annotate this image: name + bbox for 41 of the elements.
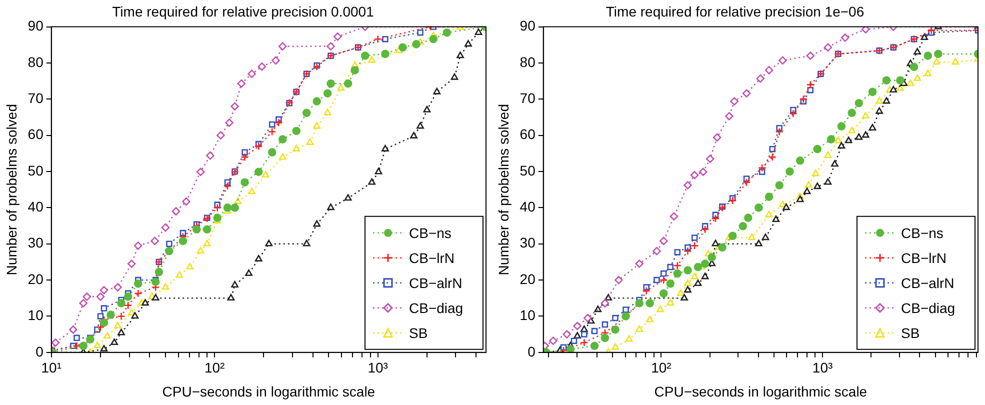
legend-label: CB−ns [409,224,452,241]
x-tick-label: 10³ [368,360,388,376]
legend-label: CB−diag [901,300,956,316]
y-tick-label: 30 [28,234,44,251]
legend-label: SB [409,324,428,341]
y-tick-label: 0 [528,343,536,360]
y-tick-label: 80 [28,54,44,70]
y-tick-label: 70 [28,90,44,106]
x-tick-label: 10² [651,360,672,376]
y-tick-label: 30 [520,234,536,251]
chart-title: Time required for relative precision 1e−06 [606,3,864,20]
y-tick-label: 20 [520,270,536,287]
legend-label: CB−alrN [901,274,954,291]
y-tick-label: 90 [520,18,536,34]
chart-title: Time required for relative precision 0.0001 [112,3,374,20]
y-tick-label: 10 [520,307,536,324]
y-tick-label: 10 [28,307,44,324]
legend-label: CB−lrN [901,250,947,266]
legend-label: CB−lrN [409,250,455,266]
y-tick-label: 0 [36,343,44,360]
x-axis-title: CPU−seconds in logarithmic scale [654,383,868,400]
y-axis-title: Number of probelms solved [3,104,20,276]
y-tick-label: 40 [520,198,536,215]
legend-label: CB−ns [901,224,944,241]
x-tick-label: 10² [204,360,226,376]
y-tick-label: 40 [28,198,44,215]
y-tick-label: 60 [520,126,536,142]
y-tick-label: 50 [520,162,536,178]
y-tick-label: 20 [28,270,44,287]
legend-label: CB−diag [409,300,464,316]
y-tick-label: 90 [28,18,44,34]
y-tick-label: 80 [520,54,536,70]
y-tick-label: 70 [520,90,536,106]
legend-label: SB [901,324,920,341]
y-axis-title: Number of probelms solved [495,104,512,276]
x-tick-label: 10¹ [41,360,62,376]
y-tick-label: 60 [28,126,44,142]
legend-label: CB−alrN [409,274,462,291]
x-tick-label: 10³ [812,360,833,376]
y-tick-label: 50 [28,162,44,178]
x-axis-title: CPU−seconds in logarithmic scale [162,383,376,400]
